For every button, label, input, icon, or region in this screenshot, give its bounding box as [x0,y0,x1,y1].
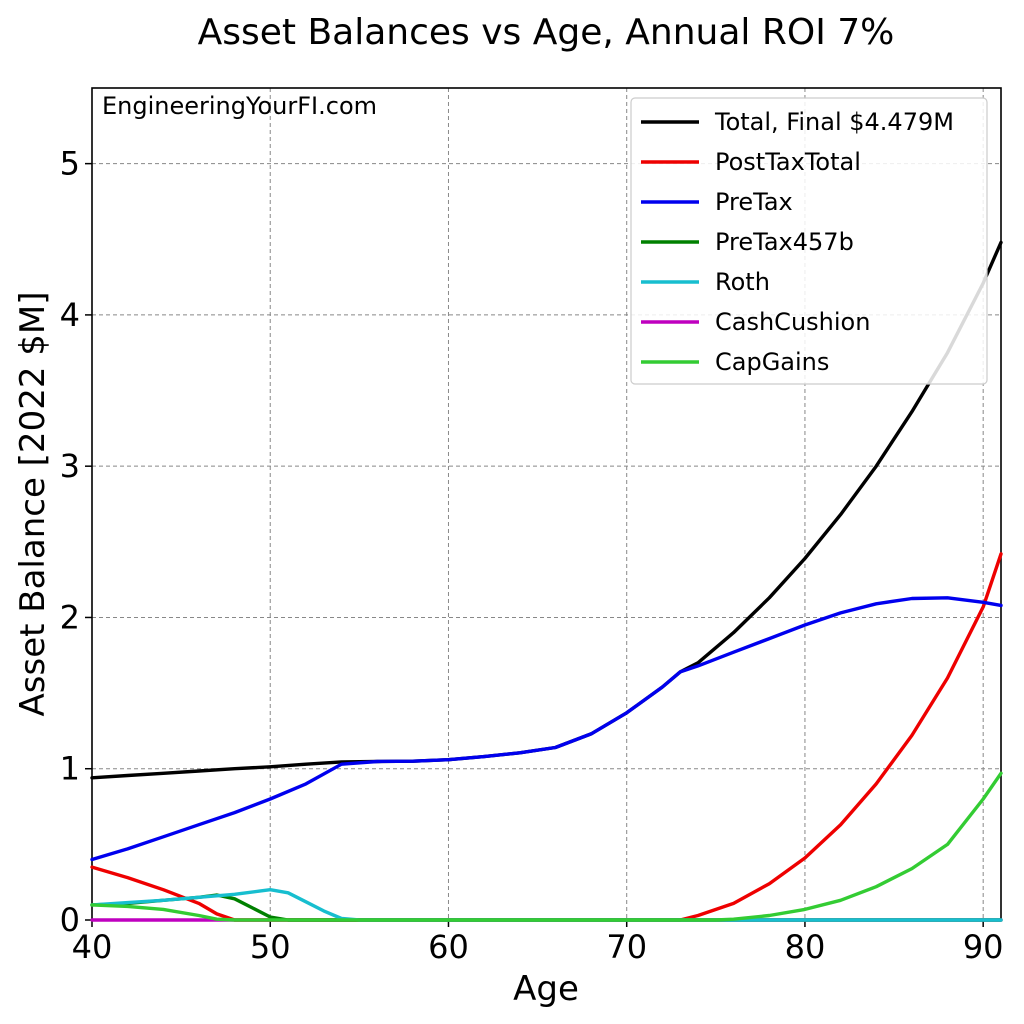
y-tick-label: 3 [60,447,80,485]
legend-label: PostTaxTotal [715,148,861,176]
legend: Total, Final $4.479M PostTaxTotal PreTax Pr… [630,97,988,385]
y-tick-label: 4 [60,296,80,334]
x-tick-label: 50 [250,928,291,966]
x-tick-label: 40 [72,928,113,966]
series-line-4 [90,888,1003,922]
y-tick-label: 5 [60,145,80,183]
y-tick-label: 0 [60,901,80,939]
series-line-6 [90,771,1003,922]
legend-box [630,97,988,385]
series-line-2 [90,596,1003,862]
legend-label: Total, Final $4.479M [714,108,954,136]
x-tick-label: 70 [606,928,647,966]
x-tick-label: 60 [428,928,469,966]
series-line-1 [90,552,1003,922]
chart-title: Asset Balances vs Age, Annual ROI 7% [198,12,895,53]
legend-label: CashCushion [715,308,870,336]
y-axis-label: Asset Balance [2022 $M] [13,292,53,717]
legend-label: Roth [715,268,770,296]
legend-label: PreTax457b [715,228,854,256]
legend-label: CapGains [715,348,829,376]
y-tick-label: 1 [60,750,80,788]
x-tick-label: 90 [963,928,1004,966]
legend-label: PreTax [715,188,793,216]
x-tick-label: 80 [785,928,826,966]
watermark-annotation: EngineeringYourFI.com [102,92,377,120]
series-group [90,240,1003,922]
y-tick-label: 2 [60,598,80,636]
ticks: 40 50 60 70 80 90 0 1 2 3 4 5 [60,145,1004,966]
x-axis-label: Age [513,969,579,1009]
